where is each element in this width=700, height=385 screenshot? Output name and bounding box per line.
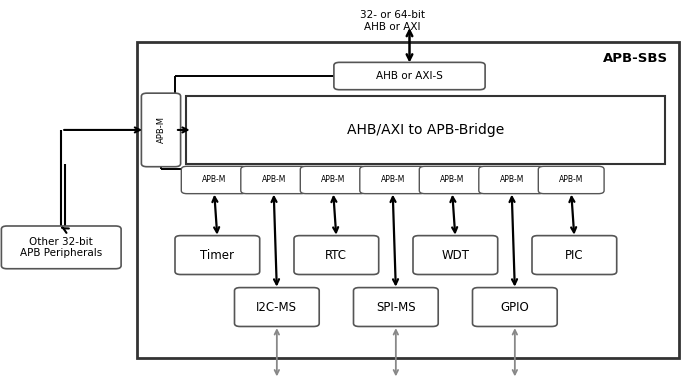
Text: PIC: PIC: [565, 249, 584, 261]
FancyBboxPatch shape: [538, 166, 604, 194]
FancyBboxPatch shape: [141, 93, 181, 167]
Text: APB-M: APB-M: [262, 176, 286, 184]
Text: APB-M: APB-M: [157, 116, 165, 144]
FancyBboxPatch shape: [360, 166, 426, 194]
Text: APB-M: APB-M: [321, 176, 345, 184]
Text: APB-SBS: APB-SBS: [603, 52, 668, 65]
Text: Timer: Timer: [200, 249, 235, 261]
FancyBboxPatch shape: [532, 236, 617, 275]
FancyBboxPatch shape: [175, 236, 260, 275]
FancyBboxPatch shape: [354, 288, 438, 326]
Text: APB-M: APB-M: [440, 176, 464, 184]
FancyBboxPatch shape: [479, 166, 545, 194]
FancyBboxPatch shape: [294, 236, 379, 275]
FancyBboxPatch shape: [1, 226, 121, 269]
Text: Other 32-bit
APB Peripherals: Other 32-bit APB Peripherals: [20, 236, 102, 258]
FancyBboxPatch shape: [234, 288, 319, 326]
FancyBboxPatch shape: [300, 166, 366, 194]
Text: I2C-MS: I2C-MS: [256, 301, 298, 313]
Text: APB-M: APB-M: [500, 176, 524, 184]
FancyBboxPatch shape: [473, 288, 557, 326]
Text: AHB or AXI-S: AHB or AXI-S: [376, 71, 443, 81]
FancyBboxPatch shape: [334, 62, 485, 90]
Text: WDT: WDT: [441, 249, 469, 261]
FancyBboxPatch shape: [181, 166, 247, 194]
Text: SPI-MS: SPI-MS: [376, 301, 416, 313]
Text: GPIO: GPIO: [500, 301, 529, 313]
Text: APB-M: APB-M: [202, 176, 226, 184]
FancyBboxPatch shape: [186, 96, 665, 164]
FancyBboxPatch shape: [413, 236, 498, 275]
Text: RTC: RTC: [326, 249, 347, 261]
Text: APB-M: APB-M: [381, 176, 405, 184]
Text: 32- or 64-bit
AHB or AXI: 32- or 64-bit AHB or AXI: [360, 10, 424, 32]
Text: AHB/AXI to APB-Bridge: AHB/AXI to APB-Bridge: [346, 123, 504, 137]
Text: APB-M: APB-M: [559, 176, 583, 184]
FancyBboxPatch shape: [419, 166, 485, 194]
FancyBboxPatch shape: [241, 166, 307, 194]
FancyBboxPatch shape: [136, 42, 679, 358]
